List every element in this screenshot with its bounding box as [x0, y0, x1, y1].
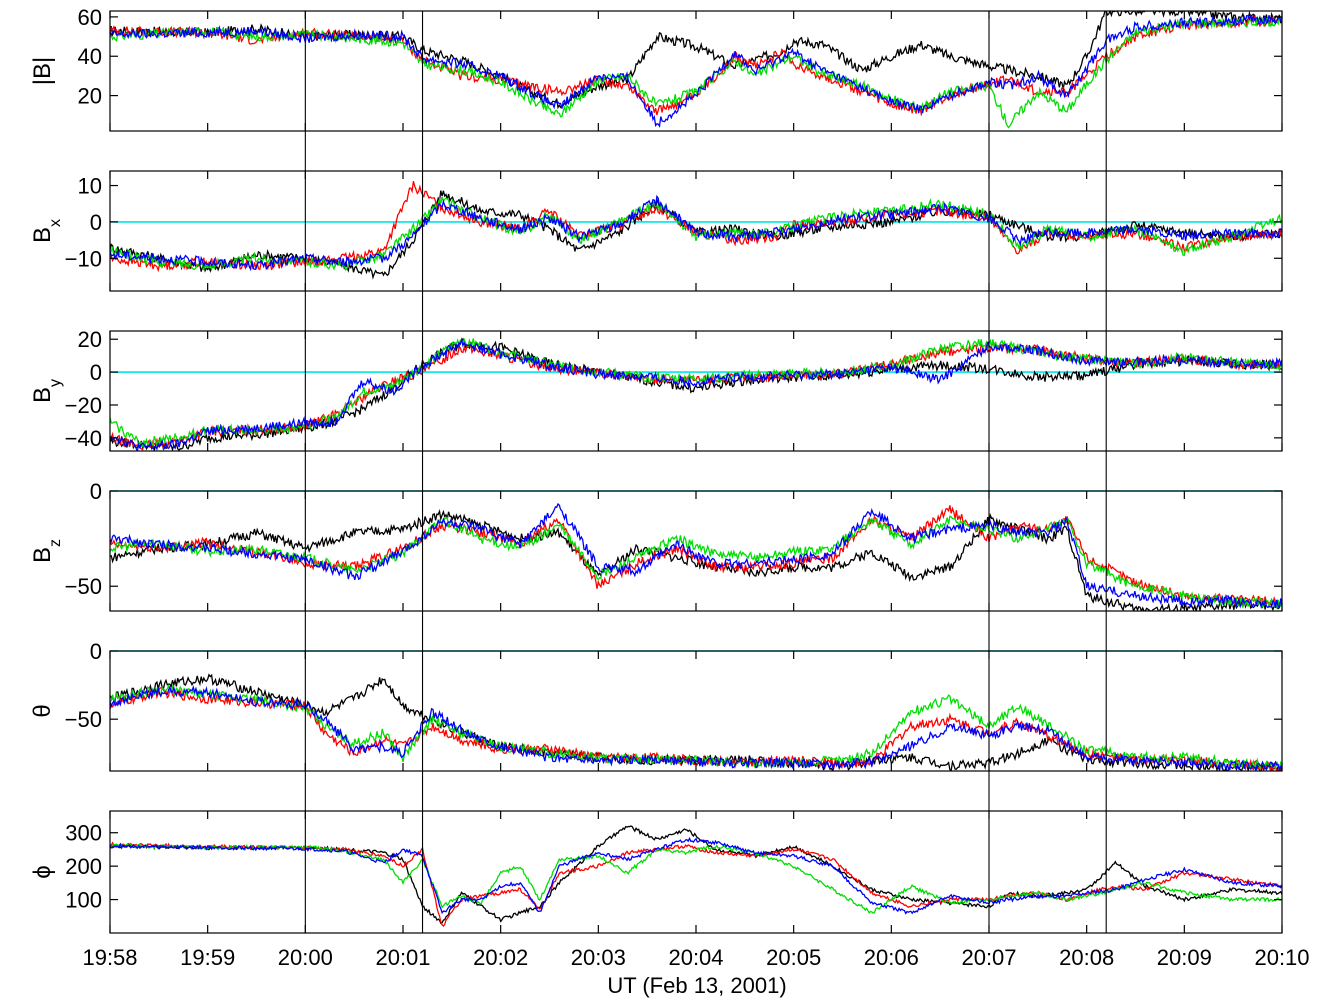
y-tick-label-By-1: −20 [65, 393, 102, 418]
y-axis-label-sub-Bx: x [47, 219, 64, 227]
x-tick-label-2: 20:00 [278, 945, 333, 970]
y-tick-label-phi-1: 200 [65, 854, 102, 879]
panel-Bz: −50 0 Bz [29, 479, 1283, 612]
y-tick-label-B-1: 40 [78, 44, 102, 69]
x-tick-label-5: 20:03 [571, 945, 626, 970]
x-tick-label-11: 20:09 [1157, 945, 1212, 970]
y-tick-label-By-3: 20 [78, 327, 102, 352]
x-tick-label-12: 20:10 [1254, 945, 1309, 970]
x-tick-label-0: 19:58 [82, 945, 137, 970]
y-tick-label-B-0: 20 [78, 84, 102, 109]
y-axis-label-Bx: Bx [29, 219, 64, 243]
y-axis-label-sub-By: y [47, 379, 64, 387]
y-tick-label-By-2: 0 [90, 360, 102, 385]
x-tick-label-1: 19:59 [180, 945, 235, 970]
y-axis-label-phi: ϕ [29, 865, 56, 878]
y-tick-label-Bz-1: 0 [90, 479, 102, 504]
y-tick-label-B-2: 60 [78, 5, 102, 30]
y-axis-label-Bz: Bz [29, 539, 64, 563]
x-tick-label-8: 20:06 [864, 945, 919, 970]
y-tick-label-phi-2: 300 [65, 821, 102, 846]
y-tick-label-theta-0: −50 [65, 707, 102, 732]
y-tick-label-phi-0: 100 [65, 888, 102, 913]
panel-By: −40 −20 0 20 By [29, 327, 1283, 452]
x-axis: 19:58 19:59 20:00 20:01 20:02 20:03 20:04 20:05… [82, 945, 1309, 970]
y-tick-label-By-0: −40 [65, 426, 102, 451]
y-tick-label-Bx-2: 10 [78, 174, 102, 199]
x-axis-title: UT (Feb 13, 2001) [607, 973, 786, 998]
panel-theta: −50 0 θ [29, 639, 1283, 772]
y-tick-label-Bx-0: −10 [65, 246, 102, 271]
panel-Bx: −10 0 10 Bx [29, 170, 1283, 292]
x-tick-label-4: 20:02 [473, 945, 528, 970]
y-axis-label-B: |B| [29, 57, 56, 85]
panels-layer: 204060|B|−10010Bx−40−20020By−500Bz−500θ1… [29, 5, 1283, 934]
x-tick-label-7: 20:05 [766, 945, 821, 970]
y-axis-label-sub-Bz: z [47, 539, 64, 547]
y-tick-label-theta-1: 0 [90, 639, 102, 664]
y-tick-label-Bz-0: −50 [65, 574, 102, 599]
x-tick-label-9: 20:07 [961, 945, 1016, 970]
x-tick-label-10: 20:08 [1059, 945, 1114, 970]
y-axis-label-theta: θ [29, 704, 56, 717]
panel-phi: 100 200 300 ϕ [29, 810, 1283, 934]
x-tick-label-3: 20:01 [375, 945, 430, 970]
y-axis-label-By: By [29, 379, 64, 403]
event-markers [304, 11, 1107, 933]
y-tick-label-Bx-1: 0 [90, 210, 102, 235]
x-tick-label-6: 20:04 [668, 945, 723, 970]
panel-B: 20 40 60 |B| [29, 5, 1283, 132]
